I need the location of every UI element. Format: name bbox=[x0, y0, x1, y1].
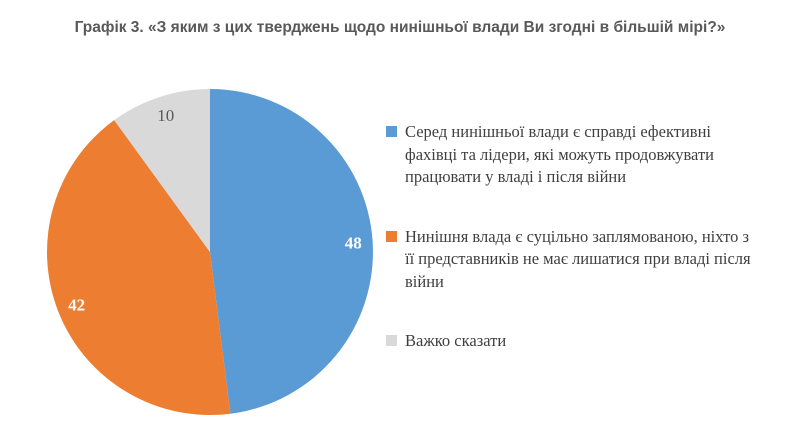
legend-swatch-orange bbox=[386, 230, 397, 242]
legend-item: Серед нинішньої влади є справді ефективн… bbox=[386, 121, 794, 189]
chart-title: Графік 3. «З яким з цих тверджень щодо н… bbox=[74, 19, 726, 36]
pie-slice-value: 10 bbox=[157, 106, 174, 125]
pie-chart: 48 42 10 bbox=[47, 89, 373, 415]
pie-slice bbox=[210, 89, 373, 414]
pie-slice bbox=[114, 89, 210, 252]
legend-label: Важко сказати bbox=[405, 331, 507, 350]
pie-slice bbox=[47, 120, 231, 415]
legend-item: Важко сказати bbox=[386, 330, 794, 353]
legend-item: Нинішня влада є суцільно заплямованою, н… bbox=[386, 226, 794, 294]
legend-swatch-blue bbox=[386, 126, 397, 137]
pie-slice-value: 48 bbox=[345, 234, 362, 253]
legend-label: Серед нинішньої влади є справді ефективн… bbox=[405, 122, 714, 186]
legend: Серед нинішньої влади є справді ефективн… bbox=[386, 121, 794, 390]
legend-swatch-gray bbox=[386, 335, 397, 346]
legend-label: Нинішня влада є суцільно заплямованою, н… bbox=[405, 226, 751, 291]
pie-slice-value: 42 bbox=[68, 295, 85, 314]
